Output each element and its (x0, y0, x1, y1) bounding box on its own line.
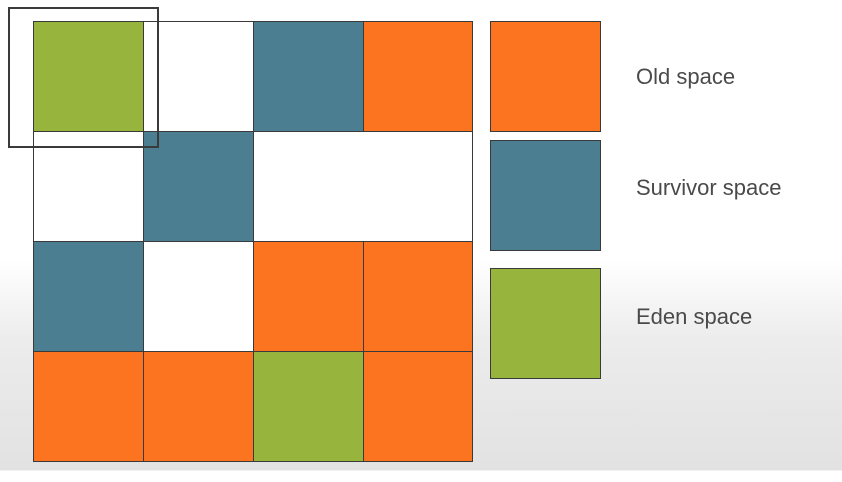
grid-cell-old (363, 241, 473, 352)
grid-cell-empty (143, 21, 254, 132)
grid-cell-old (33, 351, 144, 462)
legend-swatch-eden (490, 268, 601, 379)
grid-cell-old (143, 351, 254, 462)
legend-swatch-old (490, 21, 601, 132)
legend-label-old: Old space (636, 64, 736, 89)
grid-cell-eden (33, 21, 144, 132)
legend-swatch-survivor (490, 140, 601, 251)
selection-highlight-box (8, 7, 159, 148)
grid-cell-survivor (143, 131, 254, 242)
grid-cell-survivor (33, 241, 144, 352)
legend-label-survivor: Survivor space (636, 175, 782, 200)
grid-cell-survivor (253, 21, 364, 132)
grid-cell-old (253, 241, 364, 352)
legend-label-eden: Eden space (636, 304, 753, 329)
memory-region-grid (33, 21, 473, 462)
grid-cell-old (363, 351, 473, 462)
grid-cell-eden (253, 351, 364, 462)
grid-cell-old (363, 21, 473, 132)
grid-cell-empty (33, 131, 144, 242)
grid-cell-empty (143, 241, 254, 352)
grid-cell-empty-wide (253, 131, 473, 242)
